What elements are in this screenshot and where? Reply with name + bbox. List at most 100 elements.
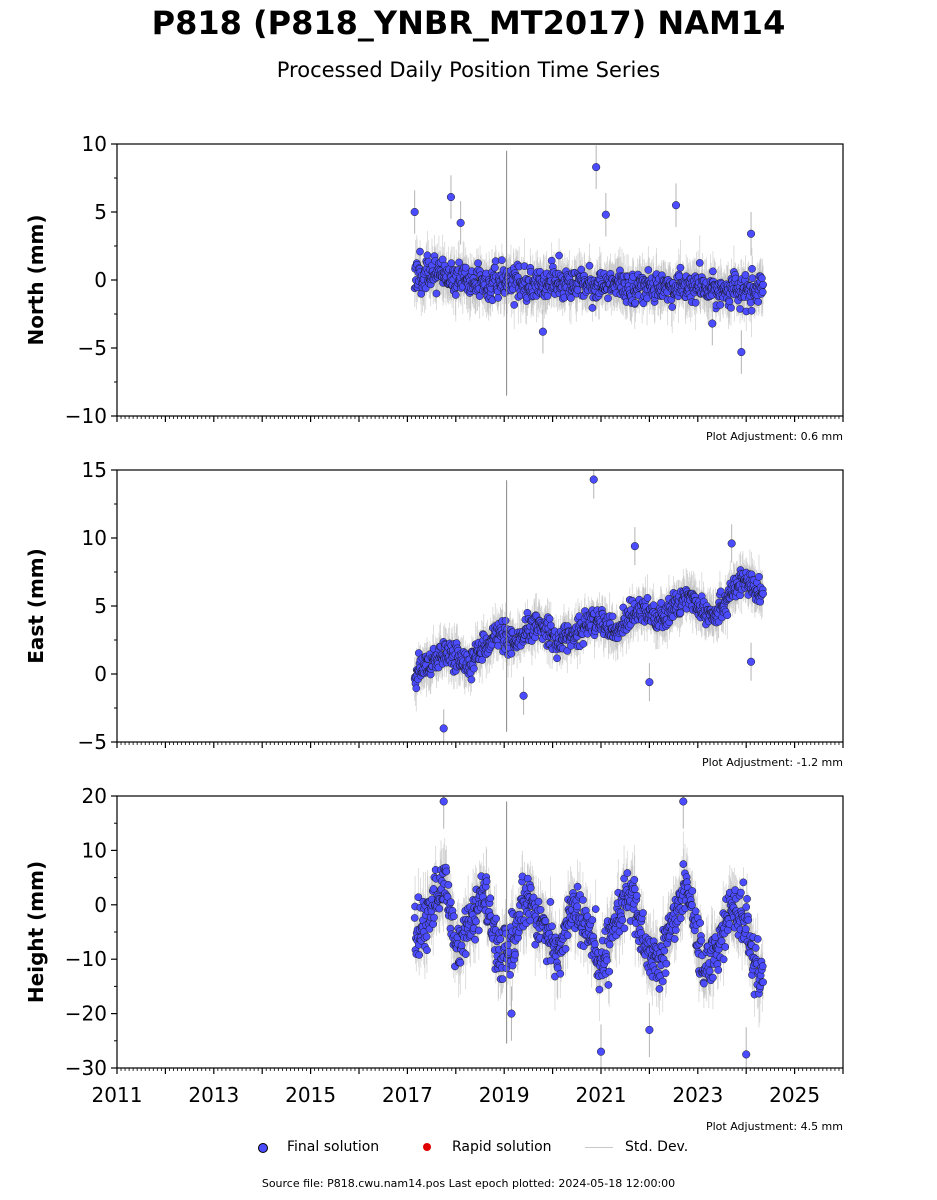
data-point [543, 292, 552, 300]
y-tick-label: 5 [94, 200, 107, 224]
data-point [741, 271, 750, 279]
data-point [644, 266, 653, 274]
data-point [447, 259, 456, 268]
data-point [747, 306, 756, 315]
y-axis-label-east: East (mm) [24, 548, 48, 664]
outlier-point [746, 657, 756, 666]
data-point [423, 946, 431, 955]
data-point [461, 950, 470, 958]
data-point [631, 299, 640, 307]
final-solution-points-east [410, 470, 767, 742]
data-point [668, 303, 677, 311]
final-solution-points-north [410, 145, 767, 374]
data-point [470, 664, 478, 673]
outlier-point [671, 201, 681, 210]
outlier-point [708, 319, 717, 328]
data-point [755, 572, 763, 581]
y-tick-label: 0 [94, 662, 107, 686]
data-point [478, 656, 486, 664]
data-point [498, 256, 506, 264]
data-point [553, 654, 561, 663]
data-point [547, 256, 556, 265]
data-point [503, 941, 512, 949]
data-point [510, 301, 519, 309]
data-point [723, 611, 732, 620]
data-point [758, 288, 767, 296]
data-point [585, 261, 594, 270]
data-point [474, 926, 483, 935]
y-axis-label-north: North (mm) [24, 214, 48, 345]
outlier-point [439, 724, 448, 733]
data-point [526, 884, 535, 892]
data-point [498, 975, 507, 983]
data-point [754, 298, 763, 306]
data-point [430, 913, 438, 922]
data-point [511, 950, 519, 959]
data-point [691, 298, 700, 307]
panel-east: −5 0 5 10 15 East (mm) Plot Adjustment: -1.2 m… [24, 458, 844, 769]
data-point [716, 301, 725, 309]
data-point [467, 675, 476, 684]
data-point [588, 304, 597, 312]
plot-adjustment-east: Plot Adjustment: -1.2 mm [702, 756, 843, 769]
data-point [432, 289, 441, 298]
data-point [759, 280, 767, 289]
outlier-point [519, 691, 528, 700]
data-point [461, 263, 470, 272]
data-point [676, 608, 685, 617]
outlier-point [589, 475, 598, 484]
data-point [442, 867, 451, 876]
y-tick-label: 10 [82, 132, 107, 156]
outlier-point [601, 210, 610, 219]
chart-title: P818 (P818_YNBR_MT2017) NAM14 [151, 4, 786, 42]
plot-adjustment-north: Plot Adjustment: 0.6 mm [706, 430, 843, 443]
data-point [608, 612, 617, 621]
final-solution-points-height [410, 796, 767, 1068]
data-point [429, 920, 438, 928]
data-point [457, 941, 466, 950]
data-point [579, 640, 588, 648]
outlier-point [737, 348, 746, 357]
data-point [759, 589, 767, 598]
data-point [429, 885, 438, 893]
data-point [447, 898, 455, 907]
data-point [486, 894, 495, 903]
data-point [758, 274, 766, 283]
data-point [494, 294, 503, 302]
y-tick-label: 0 [94, 268, 107, 292]
data-point [472, 917, 480, 926]
data-point [494, 641, 503, 650]
data-point [545, 614, 554, 623]
axes-frame-east [116, 469, 844, 743]
data-point [643, 593, 652, 602]
data-point [492, 914, 500, 923]
data-point [536, 905, 545, 914]
data-point [416, 247, 424, 256]
data-point [496, 935, 505, 943]
outlier-point [592, 163, 601, 172]
y-tick-label: 5 [94, 594, 107, 618]
data-point [577, 265, 586, 274]
data-point [555, 251, 563, 260]
data-point [604, 294, 612, 303]
data-point [491, 263, 499, 272]
data-point [412, 684, 421, 693]
y-tick-label: −5 [78, 730, 107, 754]
data-point [444, 881, 453, 889]
data-point [451, 291, 460, 299]
outlier-point [630, 542, 639, 551]
data-point [546, 621, 555, 630]
data-point [748, 274, 757, 283]
outlier-point [446, 192, 456, 202]
data-point [507, 649, 516, 658]
data-point [649, 601, 658, 610]
data-point [415, 951, 424, 959]
y-tick-label: −10 [65, 404, 107, 428]
data-point [748, 264, 756, 273]
data-point [506, 971, 514, 979]
data-point [676, 263, 685, 272]
data-point [449, 912, 458, 921]
data-point [531, 940, 540, 949]
